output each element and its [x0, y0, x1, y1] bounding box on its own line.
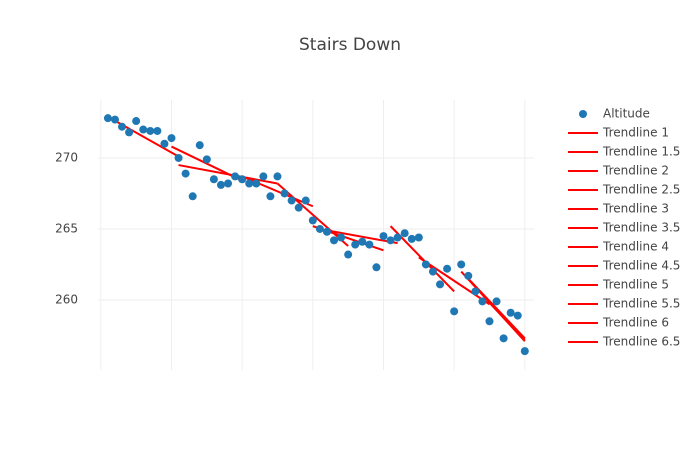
- data-point: [181, 169, 190, 178]
- data-point: [520, 347, 529, 356]
- data-point: [146, 126, 155, 135]
- trendline: [276, 182, 349, 247]
- trendline: [326, 229, 398, 245]
- data-point: [273, 172, 282, 181]
- data-point: [315, 224, 324, 233]
- data-point: [174, 153, 183, 162]
- legend-label: Trendline 4.5: [602, 259, 680, 273]
- data-point: [139, 125, 148, 134]
- data-point: [421, 260, 430, 269]
- data-point: [464, 271, 473, 280]
- trendline: [418, 256, 491, 306]
- legend-label: Trendline 5.5: [602, 297, 680, 311]
- legend-label: Trendline 6: [602, 316, 669, 330]
- data-point: [386, 236, 395, 245]
- data-point: [238, 175, 247, 184]
- y-tick-label: 260: [55, 292, 78, 306]
- data-point: [125, 128, 134, 137]
- data-point: [160, 139, 169, 148]
- data-point: [471, 287, 480, 296]
- legend-label: Trendline 4: [602, 240, 669, 254]
- data-point: [393, 233, 402, 242]
- data-point: [330, 236, 339, 245]
- data-point: [372, 263, 381, 272]
- trendline: [467, 277, 526, 340]
- legend-label: Trendline 1.5: [602, 145, 680, 159]
- legend-label: Trendline 6.5: [602, 335, 680, 349]
- data-point: [167, 134, 176, 143]
- legend-label: Altitude: [603, 107, 650, 121]
- data-point: [365, 240, 374, 249]
- legend-label: Trendline 1: [602, 126, 669, 140]
- data-point: [266, 192, 275, 201]
- legend-label: Trendline 3: [602, 202, 669, 216]
- data-point: [245, 179, 254, 188]
- data-point: [231, 172, 240, 181]
- data-point: [294, 203, 303, 212]
- data-point: [252, 179, 261, 188]
- data-point: [485, 317, 494, 326]
- legend-label: Trendline 2.5: [602, 183, 680, 197]
- data-point: [209, 175, 218, 184]
- legend-marker: [579, 110, 587, 118]
- data-point: [110, 115, 119, 124]
- data-point: [153, 126, 162, 135]
- data-point: [337, 233, 346, 242]
- data-point: [400, 229, 409, 238]
- data-point: [301, 196, 310, 205]
- data-point: [436, 280, 445, 289]
- data-point: [450, 307, 459, 316]
- chart-title: Stairs Down: [299, 35, 401, 55]
- data-point: [506, 308, 515, 317]
- data-point: [379, 232, 388, 241]
- data-point: [224, 179, 233, 188]
- data-point: [457, 260, 466, 269]
- data-point: [118, 122, 127, 131]
- data-point: [499, 334, 508, 343]
- data-point: [358, 237, 367, 246]
- data-point: [478, 297, 487, 306]
- legend-label: Trendline 2: [602, 164, 669, 178]
- trendline: [171, 145, 243, 182]
- data-point: [351, 240, 360, 249]
- data-point: [428, 267, 437, 276]
- data-point: [202, 155, 211, 164]
- data-point: [308, 216, 317, 225]
- data-point: [195, 141, 204, 150]
- data-point: [103, 114, 112, 123]
- data-point: [287, 196, 296, 205]
- legend-label: Trendline 5: [602, 278, 669, 292]
- data-point: [513, 311, 522, 320]
- y-tick-label: 265: [55, 221, 78, 235]
- data-point: [414, 233, 423, 242]
- data-point: [492, 297, 501, 306]
- trendline: [107, 115, 180, 158]
- data-point: [322, 227, 331, 236]
- trendline: [488, 302, 526, 341]
- data-point: [132, 117, 141, 126]
- data-point: [280, 189, 289, 198]
- data-point: [407, 234, 416, 243]
- y-tick-label: 270: [55, 150, 78, 164]
- data-point: [188, 192, 197, 201]
- data-point: [344, 250, 353, 259]
- data-point: [443, 264, 452, 273]
- legend-label: Trendline 3.5: [602, 221, 680, 235]
- data-point: [259, 172, 268, 181]
- data-point: [216, 180, 225, 189]
